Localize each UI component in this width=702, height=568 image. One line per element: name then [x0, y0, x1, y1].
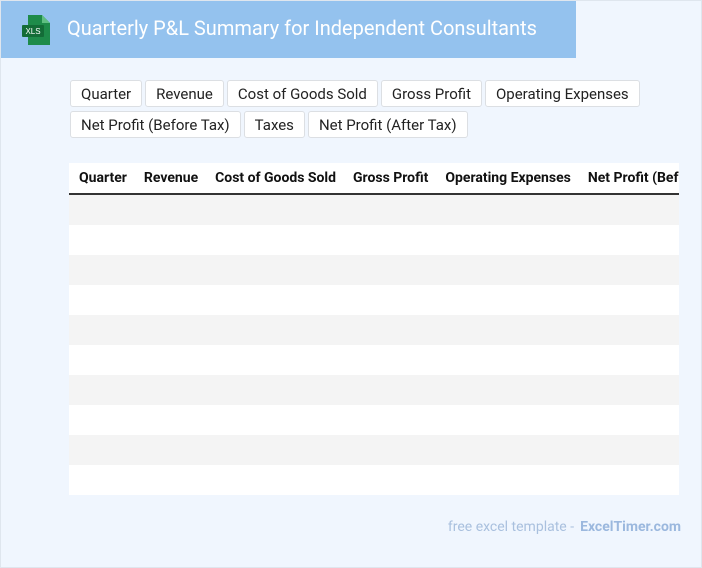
table-row — [69, 315, 679, 345]
column-header: Operating Expenses — [445, 170, 571, 186]
table-body — [69, 195, 679, 495]
column-chip[interactable]: Taxes — [243, 111, 305, 138]
table-row — [69, 285, 679, 315]
footer-link[interactable]: ExcelTimer.com — [580, 519, 681, 535]
header-bar: XLS Quarterly P&L Summary for Independen… — [1, 1, 576, 58]
page-title: Quarterly P&L Summary for Independent Co… — [67, 16, 537, 40]
column-chip[interactable]: Net Profit (Before Tax) — [70, 111, 241, 138]
table-row — [69, 345, 679, 375]
table: Quarter Revenue Cost of Goods Sold Gross Pr… — [69, 163, 679, 495]
table-row — [69, 405, 679, 435]
column-chip[interactable]: Quarter — [70, 80, 143, 107]
table-row — [69, 195, 679, 225]
column-chip[interactable]: Cost of Goods Sold — [226, 80, 378, 107]
table-row — [69, 435, 679, 465]
column-chip[interactable]: Operating Expenses — [484, 80, 640, 107]
table-row — [69, 465, 679, 495]
footer: free excel template - ExcelTimer.com — [448, 519, 681, 535]
column-chip[interactable]: Revenue — [145, 80, 224, 107]
column-chips: Quarter Revenue Cost of Goods Sold Gross Pr… — [70, 80, 650, 138]
column-header: Gross Profit — [353, 170, 429, 186]
column-header: Quarter — [79, 170, 127, 186]
table-row — [69, 255, 679, 285]
column-chip[interactable]: Gross Profit — [380, 80, 482, 107]
table-row — [69, 225, 679, 255]
column-header: Revenue — [143, 170, 199, 186]
column-chip[interactable]: Net Profit (After Tax) — [307, 111, 468, 138]
footer-text: free excel template - — [447, 519, 575, 535]
table-row — [69, 375, 679, 405]
xls-icon: XLS — [22, 15, 50, 45]
column-header: Net Profit (Before Tax) — [587, 170, 679, 186]
column-header: Cost of Goods Sold — [215, 170, 337, 186]
icon-label: XLS — [25, 27, 40, 36]
table-header: Quarter Revenue Cost of Goods Sold Gross Pr… — [69, 163, 679, 195]
